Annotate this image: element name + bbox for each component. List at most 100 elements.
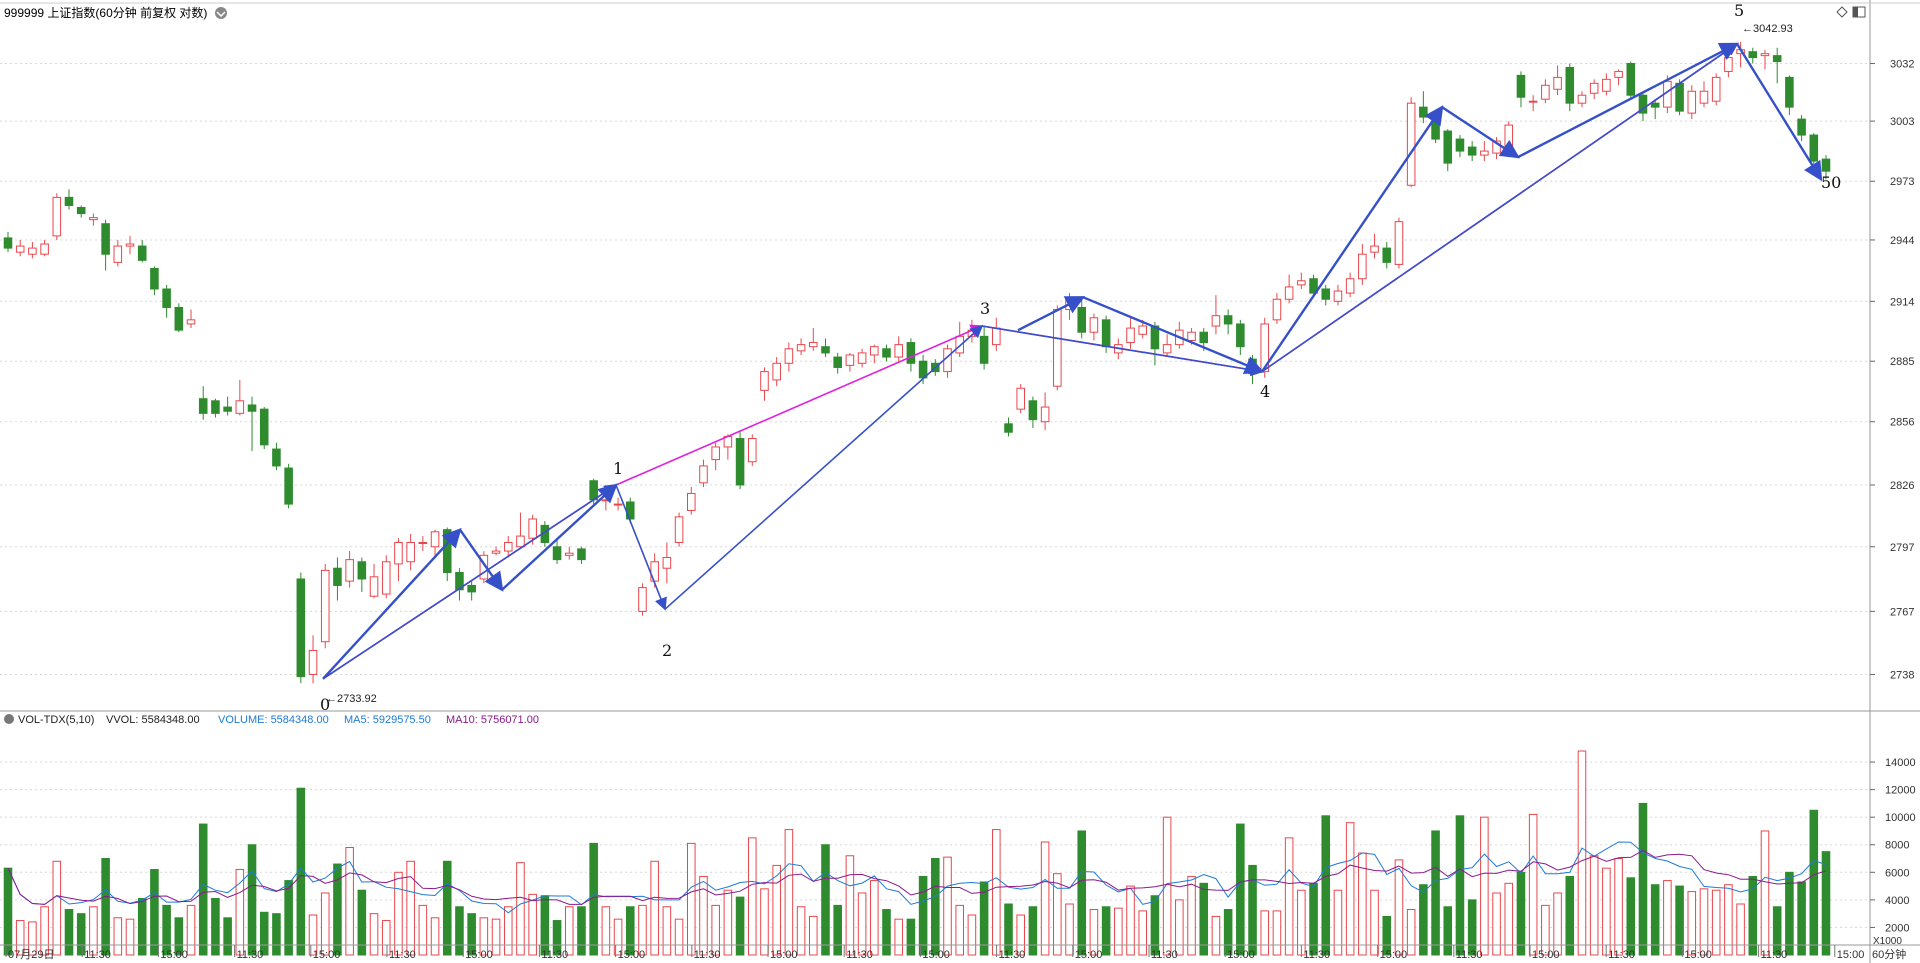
candle-body xyxy=(821,346,830,354)
volume-bar xyxy=(89,906,98,956)
volume-bar xyxy=(1187,875,1196,956)
candle-body xyxy=(1650,102,1660,108)
candle-body xyxy=(1785,76,1794,108)
candle-body xyxy=(1187,331,1196,341)
volume-bar xyxy=(223,917,232,956)
price-tick-label: 2797 xyxy=(1890,542,1914,554)
chevron-down-icon[interactable] xyxy=(215,7,227,19)
volume-bar xyxy=(833,904,842,956)
volume-bar xyxy=(40,906,49,956)
candle-body xyxy=(1675,82,1684,112)
wave-segment-blue xyxy=(981,325,1264,377)
candle-body xyxy=(52,196,62,237)
volume-bar xyxy=(564,906,574,956)
volume-bar xyxy=(735,896,745,956)
candle-body xyxy=(1236,323,1245,348)
candle-body xyxy=(1809,134,1819,162)
candle-body xyxy=(1333,290,1343,302)
candle-body xyxy=(662,556,672,569)
volume-bar xyxy=(1370,889,1379,956)
time-tick-label: 15:00 xyxy=(1837,949,1865,961)
volume-bar xyxy=(906,918,916,956)
candle-body xyxy=(1297,280,1306,286)
wave-segment-blue xyxy=(615,484,667,611)
volume-bar xyxy=(357,889,367,956)
time-tick-label: 11:30 xyxy=(694,949,721,961)
vol-vvol: VVOL: 5584348.00 xyxy=(106,714,200,726)
volume-bar xyxy=(809,915,818,956)
price-tick-label: 3032 xyxy=(1890,59,1914,71)
volume-bar xyxy=(1748,875,1758,956)
candle-body xyxy=(1626,63,1636,96)
time-tick-label: 11:30 xyxy=(84,949,111,961)
candle-body xyxy=(1528,100,1538,103)
candle-body xyxy=(1455,138,1465,152)
grid-layer xyxy=(0,63,1870,928)
indicator-menu-icon[interactable] xyxy=(4,714,14,724)
candle-body xyxy=(418,541,428,544)
candle-body xyxy=(674,516,684,543)
volume-layer xyxy=(3,750,1831,956)
candle-body xyxy=(516,535,525,548)
candle-body xyxy=(613,503,623,506)
candle-body xyxy=(589,480,598,501)
volume-bar xyxy=(1553,892,1562,956)
candle-body xyxy=(430,531,440,548)
candle-body xyxy=(442,529,452,574)
volume-bar xyxy=(28,921,37,956)
candle-body xyxy=(137,245,147,261)
candle-body xyxy=(89,217,98,221)
candle-body xyxy=(1053,309,1062,387)
candle-body xyxy=(882,348,891,358)
diamond-icon[interactable] xyxy=(1836,6,1848,18)
volume-bar xyxy=(1724,884,1733,956)
candle-layer xyxy=(3,41,1831,684)
volume-bar xyxy=(1394,859,1404,956)
candle-body xyxy=(1589,82,1599,94)
volume-tick-label: 2000 xyxy=(1885,922,1909,934)
wave-label: 5 xyxy=(1734,1,1744,20)
wave-subsegment xyxy=(1735,43,1823,182)
volume-bar xyxy=(1150,895,1160,956)
candle-body xyxy=(1199,331,1209,344)
volume-bar xyxy=(894,918,903,956)
candle-body xyxy=(1419,106,1428,118)
volume-bar xyxy=(284,880,293,956)
volume-bar xyxy=(333,863,342,956)
wave-segment-magenta xyxy=(615,324,984,486)
volume-bar xyxy=(674,918,684,956)
candle-body xyxy=(64,196,74,206)
volume-bar xyxy=(1284,837,1294,956)
candle-body xyxy=(1516,74,1526,98)
candle-body xyxy=(1138,325,1148,335)
volume-bar xyxy=(1138,910,1148,956)
candle-body xyxy=(1699,90,1709,104)
volume-bar xyxy=(1260,910,1270,956)
candle-body xyxy=(979,335,989,364)
candle-body xyxy=(1223,315,1233,325)
volume-bar xyxy=(1309,882,1318,956)
time-tick-label: 15:00 xyxy=(313,949,341,961)
candle-body xyxy=(1162,344,1172,354)
wave-label: 0 xyxy=(320,695,330,714)
volume-bar xyxy=(1236,823,1245,956)
volume-bar xyxy=(1455,815,1465,956)
candle-body xyxy=(198,398,208,414)
candle-body xyxy=(992,327,1001,346)
candle-body xyxy=(40,243,49,255)
volume-bar xyxy=(711,904,720,956)
volume-bar xyxy=(1711,889,1721,956)
candle-body xyxy=(1382,247,1392,263)
volume-bar xyxy=(15,920,25,956)
time-tick-label: 15:00 xyxy=(1075,949,1103,961)
candle-body xyxy=(3,237,13,249)
volume-bar xyxy=(1443,906,1453,956)
high-price-label: ←3042.93 xyxy=(1742,23,1793,35)
candle-body xyxy=(28,247,37,255)
candle-body xyxy=(638,587,647,612)
candle-body xyxy=(1004,423,1013,433)
volume-bar xyxy=(394,871,403,956)
wave-label: 3 xyxy=(980,299,990,318)
volume-bar xyxy=(1785,871,1794,956)
candle-body xyxy=(552,546,562,561)
